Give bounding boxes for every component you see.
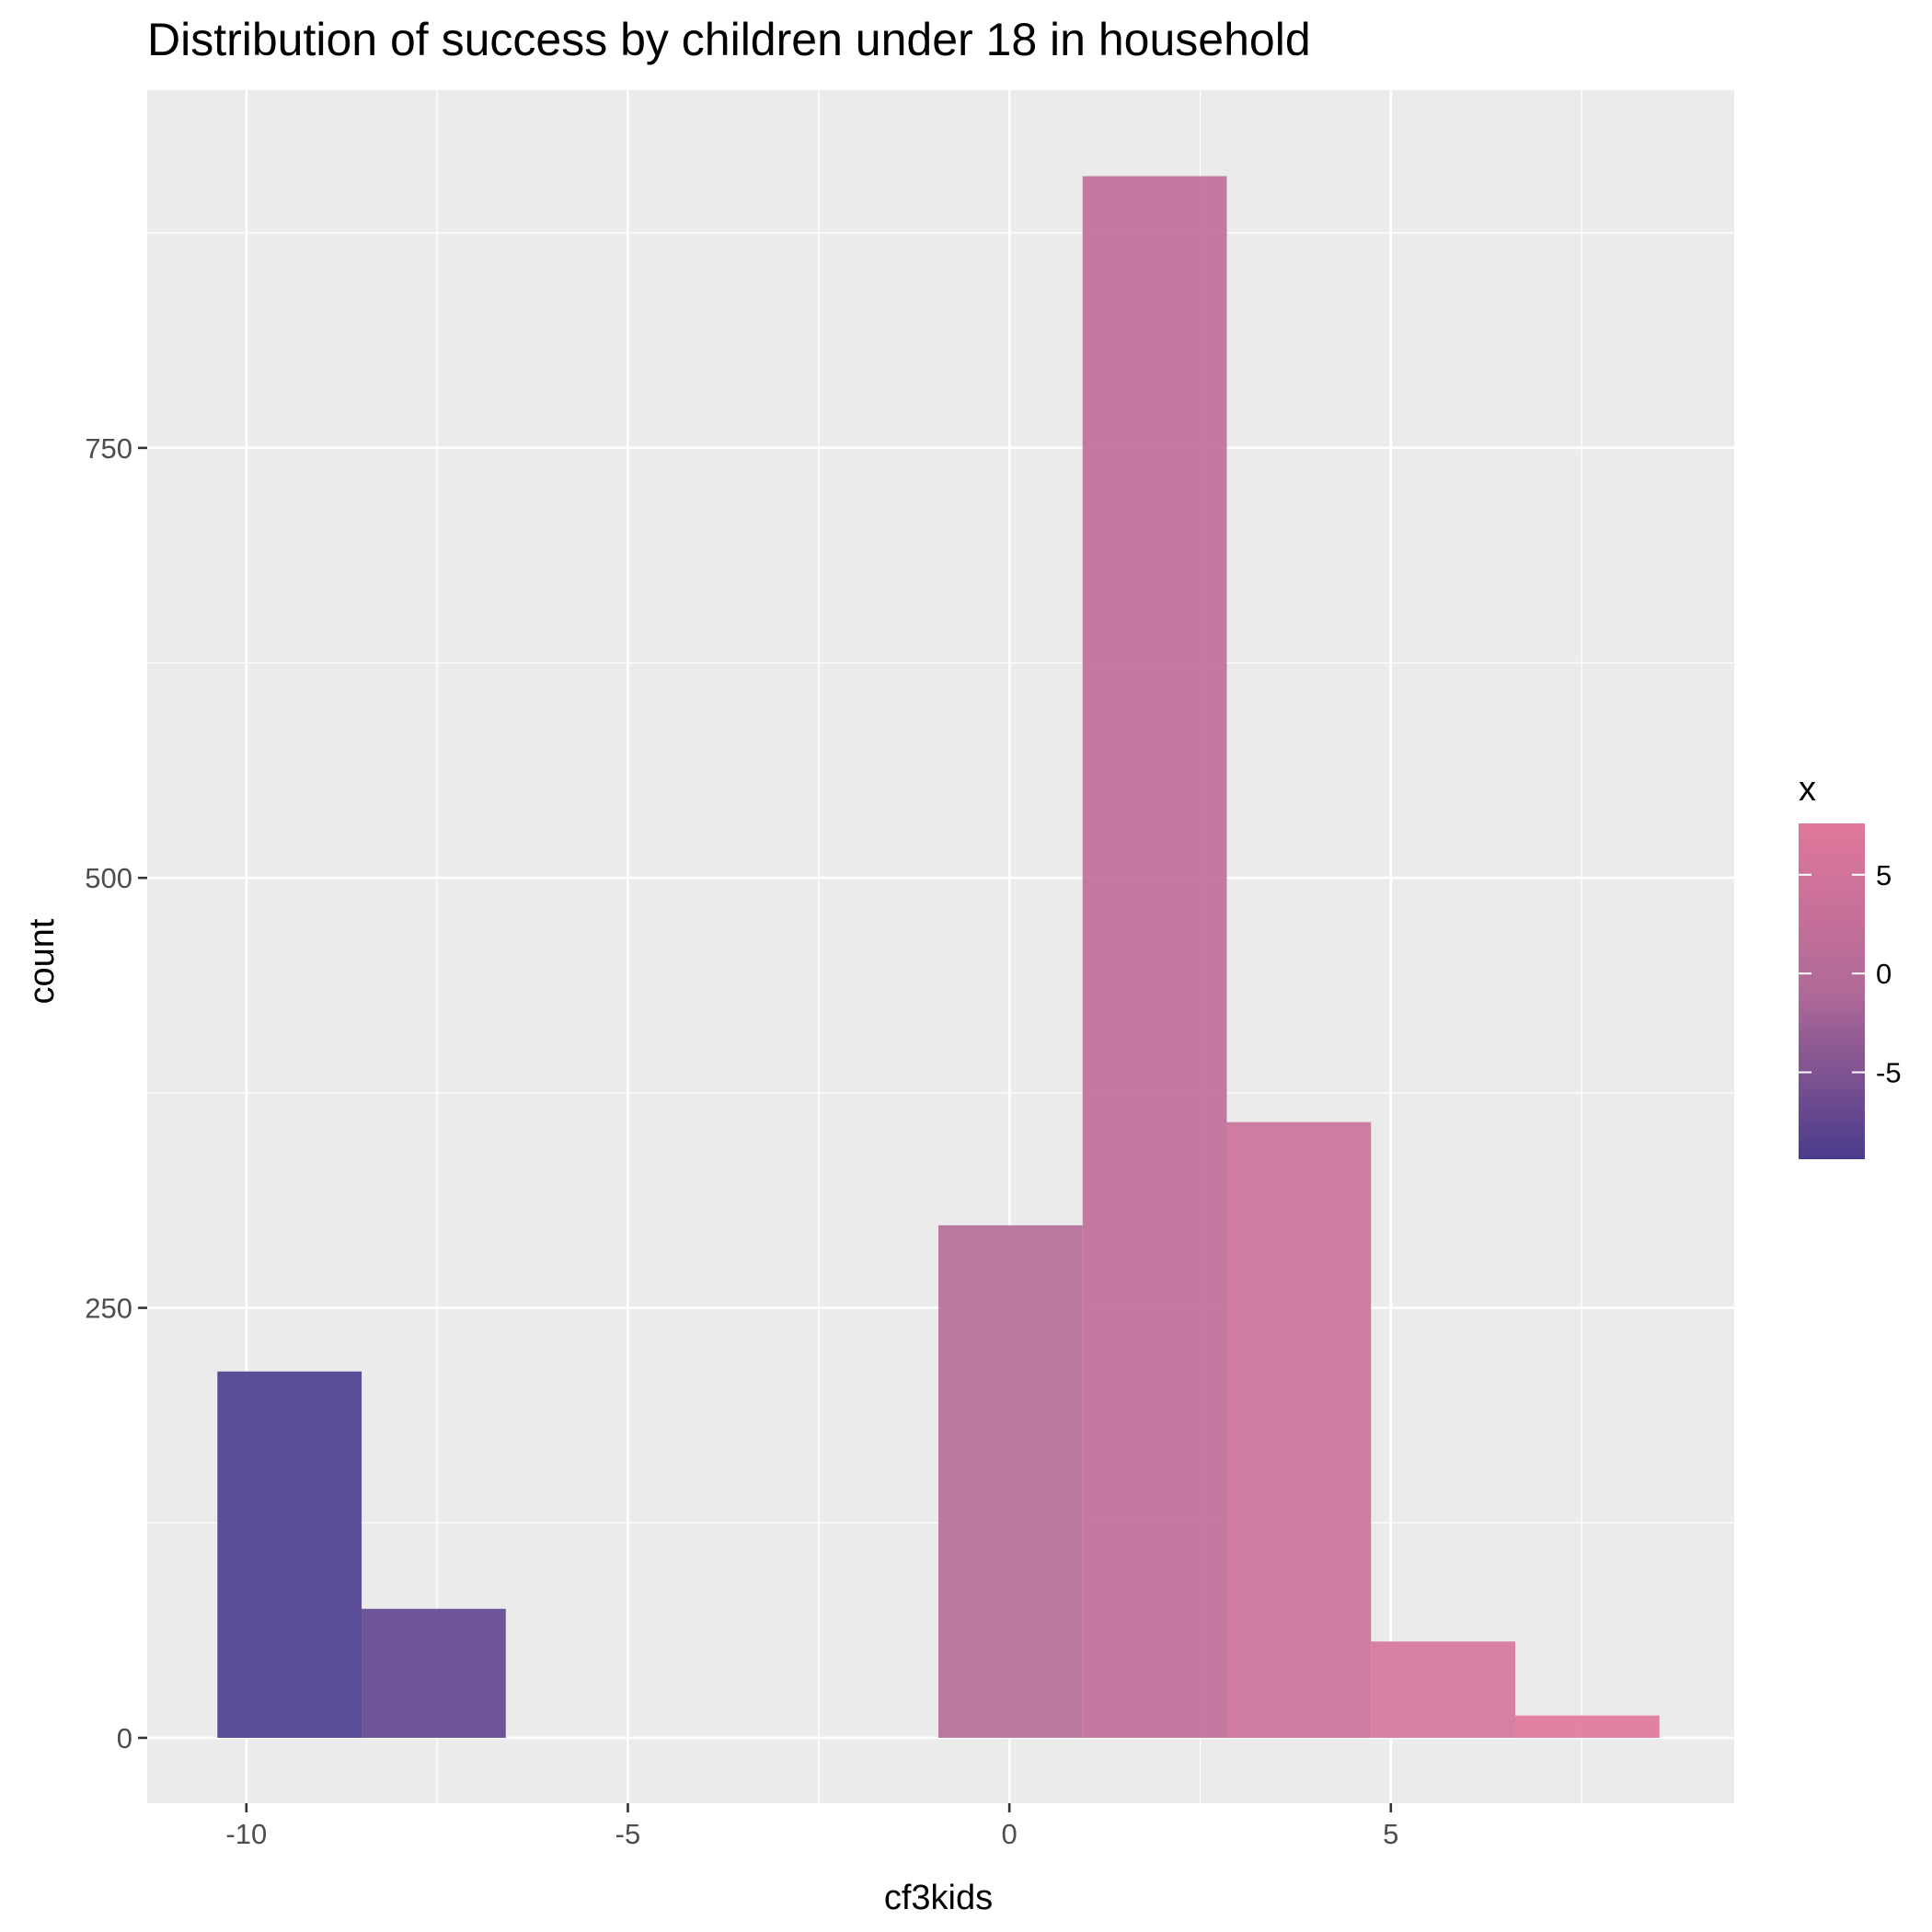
x-tick-label: 5 [1383, 1818, 1398, 1850]
x-axis-title: cf3kids [884, 1879, 993, 1917]
legend-tick-label: -5 [1876, 1057, 1902, 1089]
y-axis-title: count [23, 918, 62, 1004]
y-tick-label: 750 [85, 432, 132, 465]
histogram-bar [1371, 1641, 1515, 1738]
y-tick-label: 0 [117, 1722, 132, 1754]
legend-ticks: 5 0 -5 [1799, 859, 1902, 1089]
axes: -10 -5 0 5 0 250 500 750 [85, 432, 1398, 1850]
legend-tick-label: 0 [1876, 958, 1892, 990]
x-tick-label: -5 [615, 1818, 641, 1850]
histogram-bar [217, 1371, 362, 1738]
legend-tick-label: 5 [1876, 859, 1892, 891]
histogram-bar [1082, 176, 1227, 1738]
y-tick-label: 500 [85, 862, 132, 894]
legend-title: x [1799, 770, 1816, 809]
chart-title: Distribution of success by children unde… [147, 14, 1311, 65]
histogram-bar [1226, 1121, 1372, 1738]
color-legend: x 5 0 -5 [1799, 770, 1902, 1159]
histogram-bar [362, 1608, 506, 1738]
histogram-bars [217, 176, 1660, 1738]
x-tick-label: -10 [225, 1818, 267, 1850]
x-tick-label: 0 [1002, 1818, 1018, 1850]
legend-colorbar [1799, 823, 1865, 1159]
y-tick-label: 250 [85, 1293, 132, 1325]
histogram-bar [938, 1225, 1083, 1738]
histogram-bar [1514, 1715, 1660, 1738]
